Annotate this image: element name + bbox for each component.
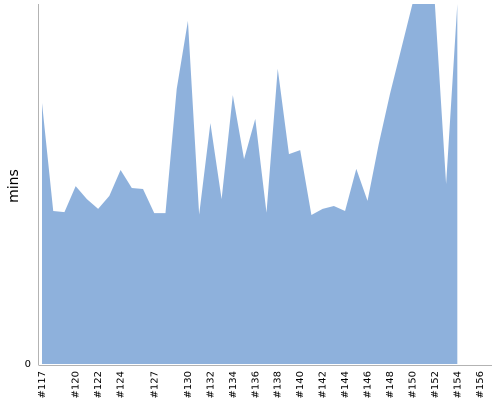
x-tick-label: #142 (318, 371, 329, 398)
x-tick-label: #117 (37, 371, 48, 398)
y-axis-title: mins (6, 169, 22, 203)
x-tick-label: #136 (250, 371, 261, 398)
x-tick-label: #150 (407, 371, 418, 398)
x-tick-label: #124 (116, 371, 127, 398)
x-tick-label: #127 (149, 371, 160, 398)
area-series-0 (42, 4, 458, 364)
x-tick-label: #156 (475, 371, 486, 398)
y-tick-label-0: 0 (25, 359, 31, 370)
x-tick-label: #132 (205, 371, 216, 398)
x-axis-ticks: #117 #120 #122 #124 #127 #130 #132 #134 #136 #138… (37, 371, 486, 398)
x-tick-label: #152 (430, 371, 441, 398)
plot-area (42, 4, 458, 364)
x-tick-label: #146 (363, 371, 374, 398)
x-tick-label: #138 (273, 371, 284, 398)
x-tick-label: #154 (452, 371, 463, 398)
x-tick-label: #144 (340, 371, 351, 398)
x-tick-label: #122 (93, 371, 104, 398)
x-tick-label: #134 (228, 371, 239, 398)
x-tick-label: #130 (183, 371, 194, 398)
x-tick-label: #148 (385, 371, 396, 398)
x-tick-label: #140 (295, 371, 306, 398)
x-tick-label: #120 (71, 371, 82, 398)
